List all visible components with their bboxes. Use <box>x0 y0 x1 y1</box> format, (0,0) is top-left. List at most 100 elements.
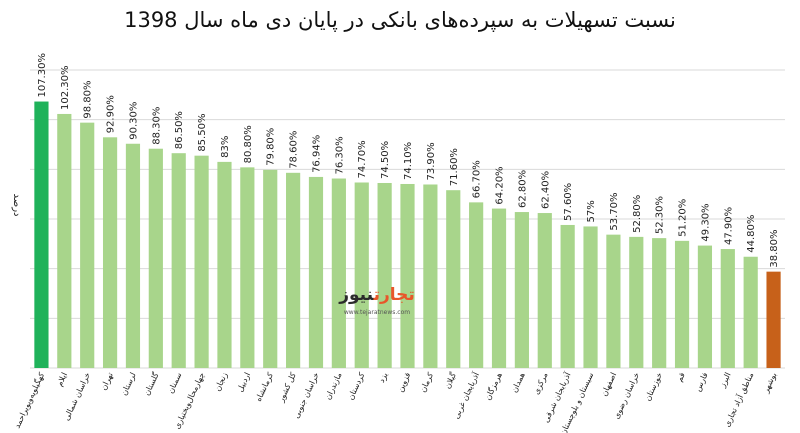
category-label: لرستان <box>119 371 137 397</box>
bar-value-label: 44.80% <box>746 215 757 253</box>
bar-value-label: 107.30% <box>37 53 48 98</box>
bar <box>629 236 644 368</box>
bar-value-label: 102.30% <box>60 65 71 110</box>
bar-value-label: 62.80% <box>517 170 528 208</box>
category-label: زنجان <box>213 371 229 393</box>
category-label: بوشهر <box>761 371 779 395</box>
bar <box>514 212 529 368</box>
watermark-name: تجارتنیوز <box>322 285 432 305</box>
bar-value-label: 47.90% <box>723 207 734 245</box>
bar-value-label: 88.30% <box>151 107 162 145</box>
category-label: گلستان <box>141 370 160 396</box>
bar-value-label: 64.20% <box>495 166 506 204</box>
bar-value-label: 98.80% <box>83 81 94 119</box>
bar-value-label: 86.50% <box>174 111 185 149</box>
bar-value-label: 57% <box>586 200 597 222</box>
bar <box>171 153 186 368</box>
bar-value-label: 57.60% <box>563 183 574 221</box>
bar <box>308 176 324 368</box>
bar <box>263 169 278 368</box>
bar-value-label: 74.10% <box>403 142 414 180</box>
chart-title: نسبت تسهیلات به سپرده‌های بانکی در پایان… <box>124 8 676 32</box>
watermark-logo: تجارتنیوز www.tejaratnews.com <box>322 285 432 325</box>
bar <box>400 183 415 368</box>
bar-value-label: 73.90% <box>426 142 437 180</box>
category-label: فارس <box>693 371 710 393</box>
bar <box>766 271 781 368</box>
bar-value-label: 76.30% <box>334 136 345 174</box>
category-label: همدان <box>510 371 527 394</box>
category-label: هرمزگان <box>482 371 504 402</box>
bar-value-label: 66.70% <box>472 160 483 198</box>
bar <box>674 240 690 368</box>
bar <box>125 143 141 368</box>
category-label: کهگیلویه‌وبویراحمد <box>12 370 47 429</box>
bar-value-label: 74.50% <box>380 141 391 179</box>
watermark-name-part2: نیوز <box>339 285 374 305</box>
category-label: سمنان <box>166 371 184 395</box>
category-label: قزوین <box>396 371 413 393</box>
category-label: کردستان <box>346 371 367 401</box>
bar <box>446 190 461 368</box>
bar-value-label: 38.80% <box>769 230 780 268</box>
bar <box>217 161 232 368</box>
category-label: کرمانشاه <box>254 371 275 403</box>
bar-value-label: 85.50% <box>197 114 208 152</box>
bar-value-label: 78.60% <box>289 131 300 169</box>
bar-value-label: 79.80% <box>266 128 277 166</box>
bar <box>606 234 621 368</box>
bar-value-label: 74.70% <box>357 140 368 178</box>
category-label: قم <box>675 371 687 383</box>
bar-value-label: 80.80% <box>243 125 254 163</box>
watermark-url: www.tejaratnews.com <box>343 309 411 316</box>
value-labels: 107.30% 102.30% 98.80% 92.90% 90.30% 88.30% 86… <box>37 53 780 268</box>
bar-value-label: 71.60% <box>449 148 460 186</box>
category-label: مازندران <box>323 371 343 401</box>
bar-value-label: 51.20% <box>678 199 689 237</box>
bar-value-label: 53.70% <box>609 193 620 231</box>
category-label: ایلام <box>55 371 69 388</box>
bar-value-label: 92.90% <box>106 95 117 133</box>
bar <box>286 172 301 368</box>
bar <box>80 122 95 368</box>
bar <box>57 113 72 368</box>
bar <box>583 226 598 368</box>
bars-layer <box>34 101 781 368</box>
bar-value-label: 62.40% <box>540 171 551 209</box>
bar-value-label: 52.80% <box>632 195 643 233</box>
bar <box>102 137 118 368</box>
bar <box>537 213 552 368</box>
watermark-name-part1: تجارت <box>373 285 415 305</box>
bar <box>377 182 392 368</box>
bar <box>194 155 209 368</box>
category-label: کل کشور <box>276 371 298 404</box>
bar <box>148 148 163 368</box>
bar-value-label: 83% <box>220 136 231 158</box>
bar <box>743 256 758 368</box>
bar-value-label: 76.94% <box>311 135 322 173</box>
category-label: یزد <box>377 371 389 384</box>
category-label: گیلان <box>442 370 458 390</box>
category-label: اصفهان <box>599 371 618 398</box>
bar-value-label: 90.30% <box>128 102 139 140</box>
category-label: اردبیل <box>235 371 252 393</box>
bar <box>720 249 735 368</box>
bar <box>469 202 484 368</box>
bar <box>354 182 369 368</box>
category-label: مرکزی <box>532 371 550 396</box>
bar <box>560 224 575 368</box>
bar <box>240 167 255 368</box>
bar <box>697 245 713 368</box>
y-axis-label: درصد <box>11 193 22 216</box>
category-label: تهران <box>99 371 115 392</box>
bar <box>423 184 438 368</box>
bar <box>331 178 346 368</box>
category-label: البرز <box>718 371 733 390</box>
bar <box>34 101 49 368</box>
bar <box>491 208 507 368</box>
bar-value-label: 52.30% <box>655 196 666 234</box>
bar <box>652 238 667 368</box>
category-label: خوزستان <box>643 371 664 402</box>
